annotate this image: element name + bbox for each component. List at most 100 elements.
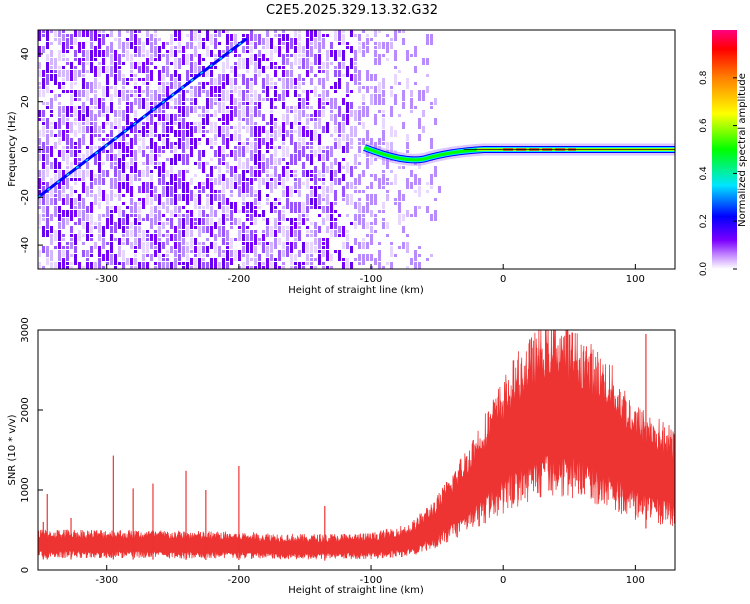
noise-cell [166, 262, 169, 269]
noise-cell [170, 198, 173, 205]
noise-cell [226, 126, 229, 137]
noise-cell [74, 106, 77, 117]
noise-cell [298, 262, 301, 269]
noise-cell [138, 94, 141, 97]
noise-cell [366, 254, 369, 261]
noise-cell [70, 62, 73, 69]
noise-cell [170, 150, 173, 153]
noise-cell [126, 258, 129, 265]
noise-cell [326, 50, 329, 61]
noise-cell [62, 54, 65, 57]
noise-cell [142, 170, 145, 177]
noise-cell [146, 82, 149, 85]
noise-cell [430, 138, 433, 149]
noise-cell [310, 30, 313, 41]
noise-cell [66, 50, 69, 53]
noise-cell [138, 222, 141, 225]
noise-cell [190, 266, 193, 269]
snr-frame [37, 329, 676, 571]
y-tick-label: 0 [20, 146, 31, 152]
noise-cell [366, 46, 369, 53]
noise-cell [94, 114, 97, 121]
noise-cell [94, 94, 97, 105]
noise-cell [58, 262, 61, 269]
noise-cell [386, 182, 389, 185]
noise-cell [254, 194, 257, 197]
noise-cell [294, 78, 297, 85]
noise-cell [306, 234, 309, 237]
noise-cell [206, 198, 209, 209]
noise-cell [90, 30, 93, 41]
noise-cell [158, 194, 161, 205]
noise-cell [246, 234, 249, 241]
noise-cell [134, 174, 137, 181]
noise-cell [254, 210, 257, 217]
noise-cell [290, 106, 293, 109]
noise-cell [382, 118, 385, 129]
noise-cell [158, 114, 161, 121]
noise-cell [254, 74, 257, 85]
noise-cell [98, 134, 101, 137]
noise-cell [254, 126, 257, 137]
noise-cell [282, 66, 285, 69]
noise-cell [142, 182, 145, 193]
noise-cell [330, 162, 333, 169]
noise-cell [42, 70, 45, 77]
noise-cell [294, 154, 297, 165]
noise-cell [78, 110, 81, 121]
noise-cell [226, 138, 229, 149]
noise-cell [386, 158, 389, 169]
noise-cell [262, 230, 265, 233]
noise-cell [134, 250, 137, 253]
noise-cell [198, 150, 201, 161]
noise-cell [98, 126, 101, 133]
noise-cell [142, 126, 145, 137]
noise-cell [58, 102, 61, 105]
noise-cell [354, 166, 357, 169]
noise-cell [146, 154, 149, 165]
noise-cell [186, 90, 189, 93]
noise-cell [194, 98, 197, 105]
noise-cell [358, 122, 361, 125]
noise-cell [70, 90, 73, 93]
noise-cell [98, 162, 101, 173]
noise-cell [406, 134, 409, 141]
noise-cell [366, 158, 369, 169]
noise-cell [182, 106, 185, 117]
noise-cell [358, 174, 361, 185]
noise-cell [390, 262, 393, 269]
noise-cell [50, 198, 53, 205]
noise-cell [182, 194, 185, 201]
noise-cell [334, 158, 337, 165]
noise-cell [210, 182, 213, 193]
noise-cell [70, 162, 73, 169]
colorbar-tick-label: 0.4 [699, 166, 709, 181]
noise-cell [194, 138, 197, 149]
noise-cell [154, 162, 157, 165]
noise-cell [134, 218, 137, 225]
noise-cell [298, 30, 301, 33]
noise-cell [362, 122, 365, 129]
noise-cell [118, 30, 121, 37]
noise-cell [294, 262, 297, 265]
noise-cell [66, 154, 69, 165]
noise-cell [278, 210, 281, 221]
noise-cell [378, 250, 381, 261]
noise-cell [158, 70, 161, 81]
noise-cell [226, 230, 229, 241]
noise-cell [46, 106, 49, 109]
noise-cell [302, 110, 305, 117]
noise-cell [146, 214, 149, 221]
noise-cell [330, 134, 333, 137]
noise-cell [298, 190, 301, 197]
noise-cell [166, 114, 169, 121]
noise-cell [274, 210, 277, 213]
noise-cell [134, 266, 137, 269]
noise-cell [358, 214, 361, 225]
noise-cell [410, 182, 413, 189]
noise-cell [74, 254, 77, 265]
noise-cell [290, 62, 293, 69]
noise-cell [262, 178, 265, 185]
noise-cell [214, 242, 217, 253]
noise-cell [234, 126, 237, 129]
